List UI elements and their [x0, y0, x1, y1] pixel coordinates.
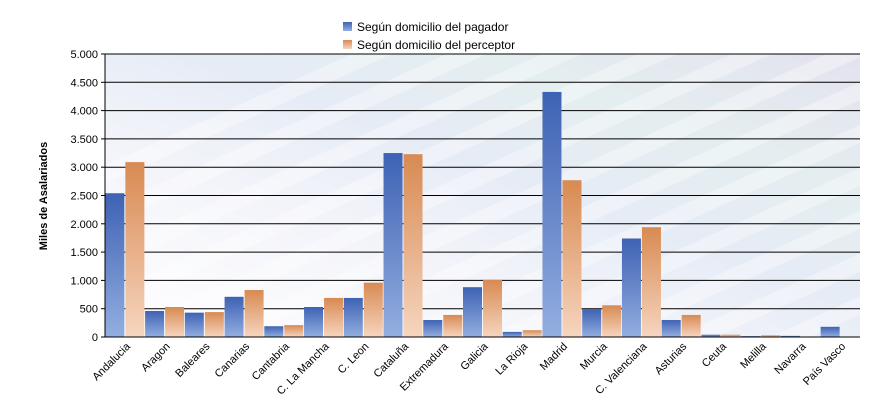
y-tick-label: 3.500 [70, 134, 98, 146]
bg-stripe [675, 253, 860, 337]
x-tick-label: Asturias [653, 340, 690, 377]
bar-pagador [423, 320, 443, 337]
legend: Según domicilio del pagador Según domici… [343, 20, 515, 52]
x-tick-label: Baleares [173, 340, 213, 380]
y-tick-label: 2.500 [70, 191, 98, 203]
x-tick-label: País Vasco [801, 341, 848, 388]
x-tick-label: Aragon [139, 341, 173, 375]
bar-pagador [304, 307, 324, 337]
bar-perceptor [443, 314, 463, 337]
x-axis-labels: Andalucia Aragon Baleares CanariasCantabria… [90, 340, 848, 398]
bar-perceptor [721, 334, 741, 337]
legend-label-perceptor: Según domicilio del perceptor [357, 38, 515, 52]
bars [105, 91, 840, 337]
y-tick-label: 4.000 [70, 106, 98, 118]
x-tick-label: Melilla [738, 340, 769, 371]
bg-stripe [105, 54, 678, 313]
bar-perceptor [602, 305, 622, 337]
bar-perceptor [284, 325, 304, 337]
bar-perceptor [483, 279, 502, 337]
bar-perceptor [165, 307, 185, 337]
x-tick-label: Ceuta [700, 340, 730, 370]
bar-pagador [463, 287, 482, 337]
legend-label-pagador: Según domicilio del pagador [357, 20, 508, 34]
bar-perceptor [244, 290, 264, 337]
bar-perceptor [641, 227, 661, 337]
y-tick-label: 1.000 [70, 275, 98, 287]
x-tick-label: La Rioja [493, 340, 531, 378]
y-tick-label: 5.000 [70, 49, 98, 61]
y-tick-label: 2.000 [70, 219, 98, 231]
x-tick-label: Galicia [458, 340, 491, 373]
bar-pagador [621, 238, 641, 337]
bar-pagador [383, 153, 403, 337]
bar-pagador [701, 334, 721, 337]
bar-pagador [661, 320, 681, 337]
legend-swatch-pagador [343, 22, 352, 31]
x-tick-label: Madrid [538, 341, 570, 373]
bg-stripe [770, 296, 860, 337]
bar-pagador [264, 326, 284, 337]
bar-pagador [343, 297, 363, 337]
bg-stripe [390, 124, 860, 337]
y-tick-label: 0 [92, 332, 98, 344]
bar-pagador [184, 312, 204, 337]
y-tick-label: 1.500 [70, 247, 98, 259]
bar-perceptor [761, 335, 781, 337]
gridlines [105, 53, 860, 310]
bg-stripe [105, 54, 393, 184]
bar-pagador [582, 309, 602, 337]
bar-pagador [542, 91, 562, 337]
bar-pagador [145, 310, 165, 337]
y-tick-label: 4.500 [70, 77, 98, 89]
legend-swatch-perceptor [343, 40, 352, 49]
bar-perceptor [681, 314, 701, 337]
bar-perceptor [562, 180, 582, 337]
y-axis-ticks: 0 500 1.000 1.500 2.000 2.500 3.000 3.500 4.000 4… [70, 49, 105, 344]
bar-pagador [105, 193, 125, 337]
bar-pagador [502, 331, 522, 337]
bg-stripe [0, 0, 715, 337]
bar-pagador [780, 335, 800, 337]
bar-perceptor [403, 154, 423, 337]
x-tick-label: Canarias [213, 340, 253, 380]
bar-perceptor [204, 312, 224, 337]
bar-perceptor [125, 162, 145, 337]
bar-perceptor [324, 297, 344, 337]
x-tick-label: Navarra [772, 340, 809, 377]
x-tick-label: Murcia [578, 340, 610, 372]
bar-perceptor [363, 282, 383, 337]
bg-stripe [0, 0, 620, 337]
x-tick-label: Andalucia [90, 340, 133, 383]
y-tick-label: 500 [80, 304, 98, 316]
x-tick-label: Cataluña [372, 340, 412, 380]
y-tick-label: 3.000 [70, 162, 98, 174]
bar-perceptor [522, 330, 542, 337]
bg-stripe [865, 0, 883, 337]
bar-pagador [820, 326, 840, 337]
bar-pagador [224, 296, 244, 337]
x-tick-label: C. Leon [336, 341, 372, 377]
y-axis-label: Miles de Asalariados [38, 142, 50, 250]
